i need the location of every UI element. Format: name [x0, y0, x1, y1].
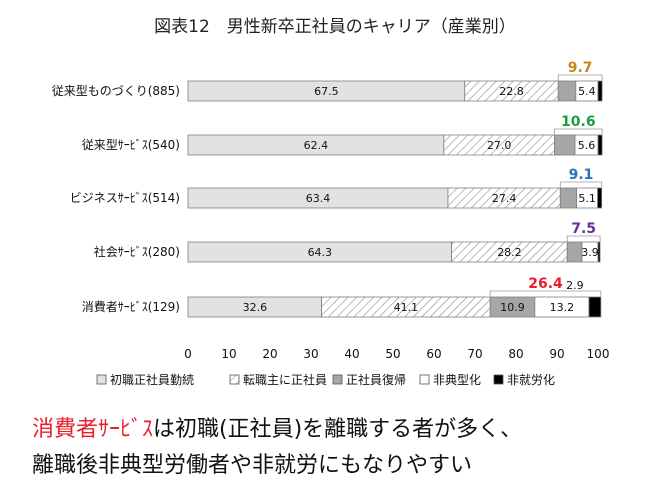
- x-tick-label: 80: [508, 347, 523, 361]
- bar-segment: [588, 296, 602, 318]
- legend-swatch: [419, 374, 430, 385]
- category-label: ビジネスｻｰﾋﾞｽ(514): [70, 191, 180, 205]
- chart: 図表12 男性新卒正社員のキャリア（産業別） 従来型ものづくり(885) 従来型ｻ…: [52, 17, 610, 387]
- annotation-value: 26.4: [528, 276, 563, 292]
- data-label: 27.4: [492, 192, 517, 205]
- data-label: 5.4: [578, 85, 596, 98]
- data-label: 13.2: [550, 301, 575, 314]
- bar-segment: [597, 241, 601, 263]
- x-tick-label: 70: [467, 347, 482, 361]
- caption-highlight: 消費者ｻｰﾋﾞｽ: [32, 417, 154, 442]
- annotation-bracket: [557, 74, 603, 81]
- legend-entry: 正社員復帰: [346, 372, 406, 387]
- legend-swatch: [493, 374, 504, 385]
- x-tick-label: 30: [303, 347, 318, 361]
- bar-segment: [559, 187, 578, 209]
- data-label: 2.9: [566, 279, 584, 292]
- caption-line-1-rest: は初職(正社員)を離職する者が多く、: [153, 417, 523, 442]
- legend-swatch: [229, 374, 240, 385]
- category-label: 従来型ｻｰﾋﾞｽ(540): [82, 138, 180, 152]
- annotation-value: 7.5: [571, 221, 596, 237]
- legend-entry: 転職主に正社員: [243, 372, 327, 387]
- x-tick-label: 50: [385, 347, 400, 361]
- data-label: 22.8: [499, 85, 524, 98]
- data-label: 10.9: [500, 301, 525, 314]
- x-tick-label: 60: [426, 347, 441, 361]
- data-label: 62.4: [304, 139, 329, 152]
- caption: 消費者ｻｰﾋﾞｽは初職(正社員)を離職する者が多く、 離職後非典型労働者や非就労…: [32, 412, 662, 484]
- x-tick-label: 10: [221, 347, 236, 361]
- x-tick-label: 0: [184, 347, 192, 361]
- caption-line-2: 離職後非典型労働者や非就労にもなりやすい: [32, 453, 473, 478]
- legend-swatch: [96, 374, 107, 385]
- annotation-bracket: [489, 290, 602, 297]
- annotation-value: 9.1: [569, 167, 594, 183]
- data-label: 32.6: [243, 301, 268, 314]
- legend-entry: 初職正社員勤続: [110, 372, 194, 387]
- legend-entry: 非典型化: [433, 373, 481, 387]
- annotation-value: 10.6: [561, 114, 596, 130]
- x-tick-label: 20: [262, 347, 277, 361]
- bar-segment: [597, 134, 603, 156]
- category-label: 消費者ｻｰﾋﾞｽ(129): [82, 299, 180, 314]
- x-tick-label: 90: [549, 347, 564, 361]
- annotation-bracket: [566, 235, 601, 242]
- bar-segment: [554, 134, 576, 156]
- bar-segment: [597, 80, 603, 102]
- data-label: 5.1: [578, 192, 596, 205]
- data-label: 28.2: [497, 246, 522, 259]
- annotation-bracket: [554, 128, 603, 135]
- legend-entry: 非就労化: [507, 373, 555, 387]
- data-label: 5.6: [578, 139, 596, 152]
- caption-line-1: 消費者ｻｰﾋﾞｽは初職(正社員)を離職する者が多く、: [32, 412, 662, 448]
- annotation-bracket: [559, 181, 603, 188]
- data-label: 27.0: [487, 139, 512, 152]
- annotation-value: 9.7: [568, 60, 593, 76]
- x-tick-label: 100: [587, 347, 610, 361]
- x-tick-label: 40: [344, 347, 359, 361]
- bar-segment: [557, 80, 577, 102]
- bar-segment: [597, 187, 603, 209]
- data-label: 67.5: [314, 85, 339, 98]
- data-label: 63.4: [306, 192, 331, 205]
- data-label: 41.1: [394, 301, 419, 314]
- legend-swatch: [332, 374, 343, 385]
- category-label: 社会ｻｰﾋﾞｽ(280): [94, 244, 180, 259]
- data-label: 3.9: [581, 246, 599, 259]
- chart-title: 図表12 男性新卒正社員のキャリア（産業別）: [154, 17, 516, 37]
- bar-segment: [566, 241, 583, 263]
- data-label: 64.3: [308, 246, 333, 259]
- category-label: 従来型ものづくり(885): [52, 84, 180, 98]
